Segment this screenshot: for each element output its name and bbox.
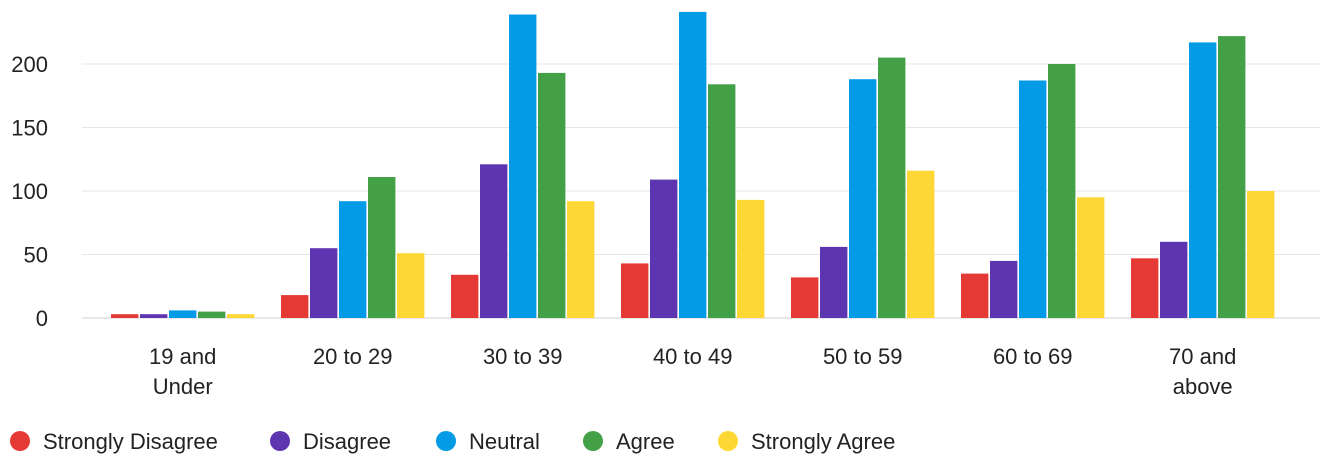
x-axis-category-labels: 19 and Under 20 to 29 30 to 39 40 to 49 50 to… [149,344,1236,399]
bar-strongly-agree-4 [907,170,935,318]
bar-agree-1 [368,177,396,318]
y-tick-label: 200 [11,52,48,77]
bar-strongly-disagree-0 [111,314,139,318]
bar-disagree-5 [990,260,1018,318]
x-category-label: 30 to 39 [483,344,563,369]
bar-neutral-4 [849,79,877,318]
legend-swatch [10,431,30,451]
legend-swatch [436,431,456,451]
bar-strongly-agree-3 [737,199,765,318]
legend-label: Strongly Agree [751,429,895,454]
x-category-label: above [1173,374,1233,399]
x-category-label: 60 to 69 [993,344,1073,369]
bar-disagree-4 [820,246,848,318]
bar-disagree-2 [480,164,508,318]
bar-agree-5 [1048,64,1076,318]
bars [111,11,1275,319]
bar-agree-3 [708,84,736,318]
x-category-label: 70 and [1169,344,1236,369]
x-category-label: 19 and [149,344,216,369]
x-category-label: 50 to 59 [823,344,903,369]
legend: Strongly Disagree Disagree Neutral Agree Str… [10,429,895,454]
bar-agree-0 [198,311,226,318]
bar-strongly-agree-0 [227,314,255,318]
bar-agree-6 [1218,36,1246,318]
legend-item-strongly-agree: Strongly Agree [718,429,895,454]
y-tick-label: 50 [24,243,48,268]
legend-swatch [583,431,603,451]
bar-strongly-disagree-6 [1131,258,1159,318]
bar-strongly-agree-2 [567,201,595,318]
legend-label: Neutral [469,429,540,454]
bar-disagree-0 [140,314,168,318]
bar-neutral-6 [1189,42,1217,319]
bar-disagree-1 [310,248,338,318]
legend-item-agree: Agree [583,429,675,454]
bar-strongly-disagree-4 [791,277,819,318]
legend-label: Disagree [303,429,391,454]
bar-strongly-agree-5 [1077,197,1105,318]
legend-label: Agree [616,429,675,454]
x-category-label: Under [153,374,213,399]
bar-agree-4 [878,57,906,318]
bar-strongly-disagree-3 [621,263,649,318]
legend-item-neutral: Neutral [436,429,540,454]
bar-strongly-disagree-5 [961,273,989,318]
bar-neutral-2 [509,14,537,318]
bar-strongly-agree-6 [1247,191,1275,318]
bar-strongly-disagree-2 [451,274,479,318]
legend-item-strongly-disagree: Strongly Disagree [10,429,218,454]
legend-label: Strongly Disagree [43,429,218,454]
x-category-label: 20 to 29 [313,344,393,369]
y-tick-label: 150 [11,116,48,141]
y-axis-tick-labels: 0 50 100 150 200 [11,52,48,331]
bar-neutral-0 [169,310,197,318]
bar-neutral-3 [679,11,707,319]
bar-disagree-3 [650,179,678,318]
legend-swatch [270,431,290,451]
bar-agree-2 [538,72,566,319]
legend-item-disagree: Disagree [270,429,391,454]
legend-swatch [718,431,738,451]
y-tick-label: 0 [36,306,48,331]
bar-neutral-1 [339,201,367,318]
bar-disagree-6 [1160,241,1188,318]
bar-strongly-disagree-1 [281,295,309,318]
bar-strongly-agree-1 [397,253,425,318]
y-tick-label: 100 [11,179,48,204]
bar-neutral-5 [1019,80,1047,318]
x-category-label: 40 to 49 [653,344,733,369]
